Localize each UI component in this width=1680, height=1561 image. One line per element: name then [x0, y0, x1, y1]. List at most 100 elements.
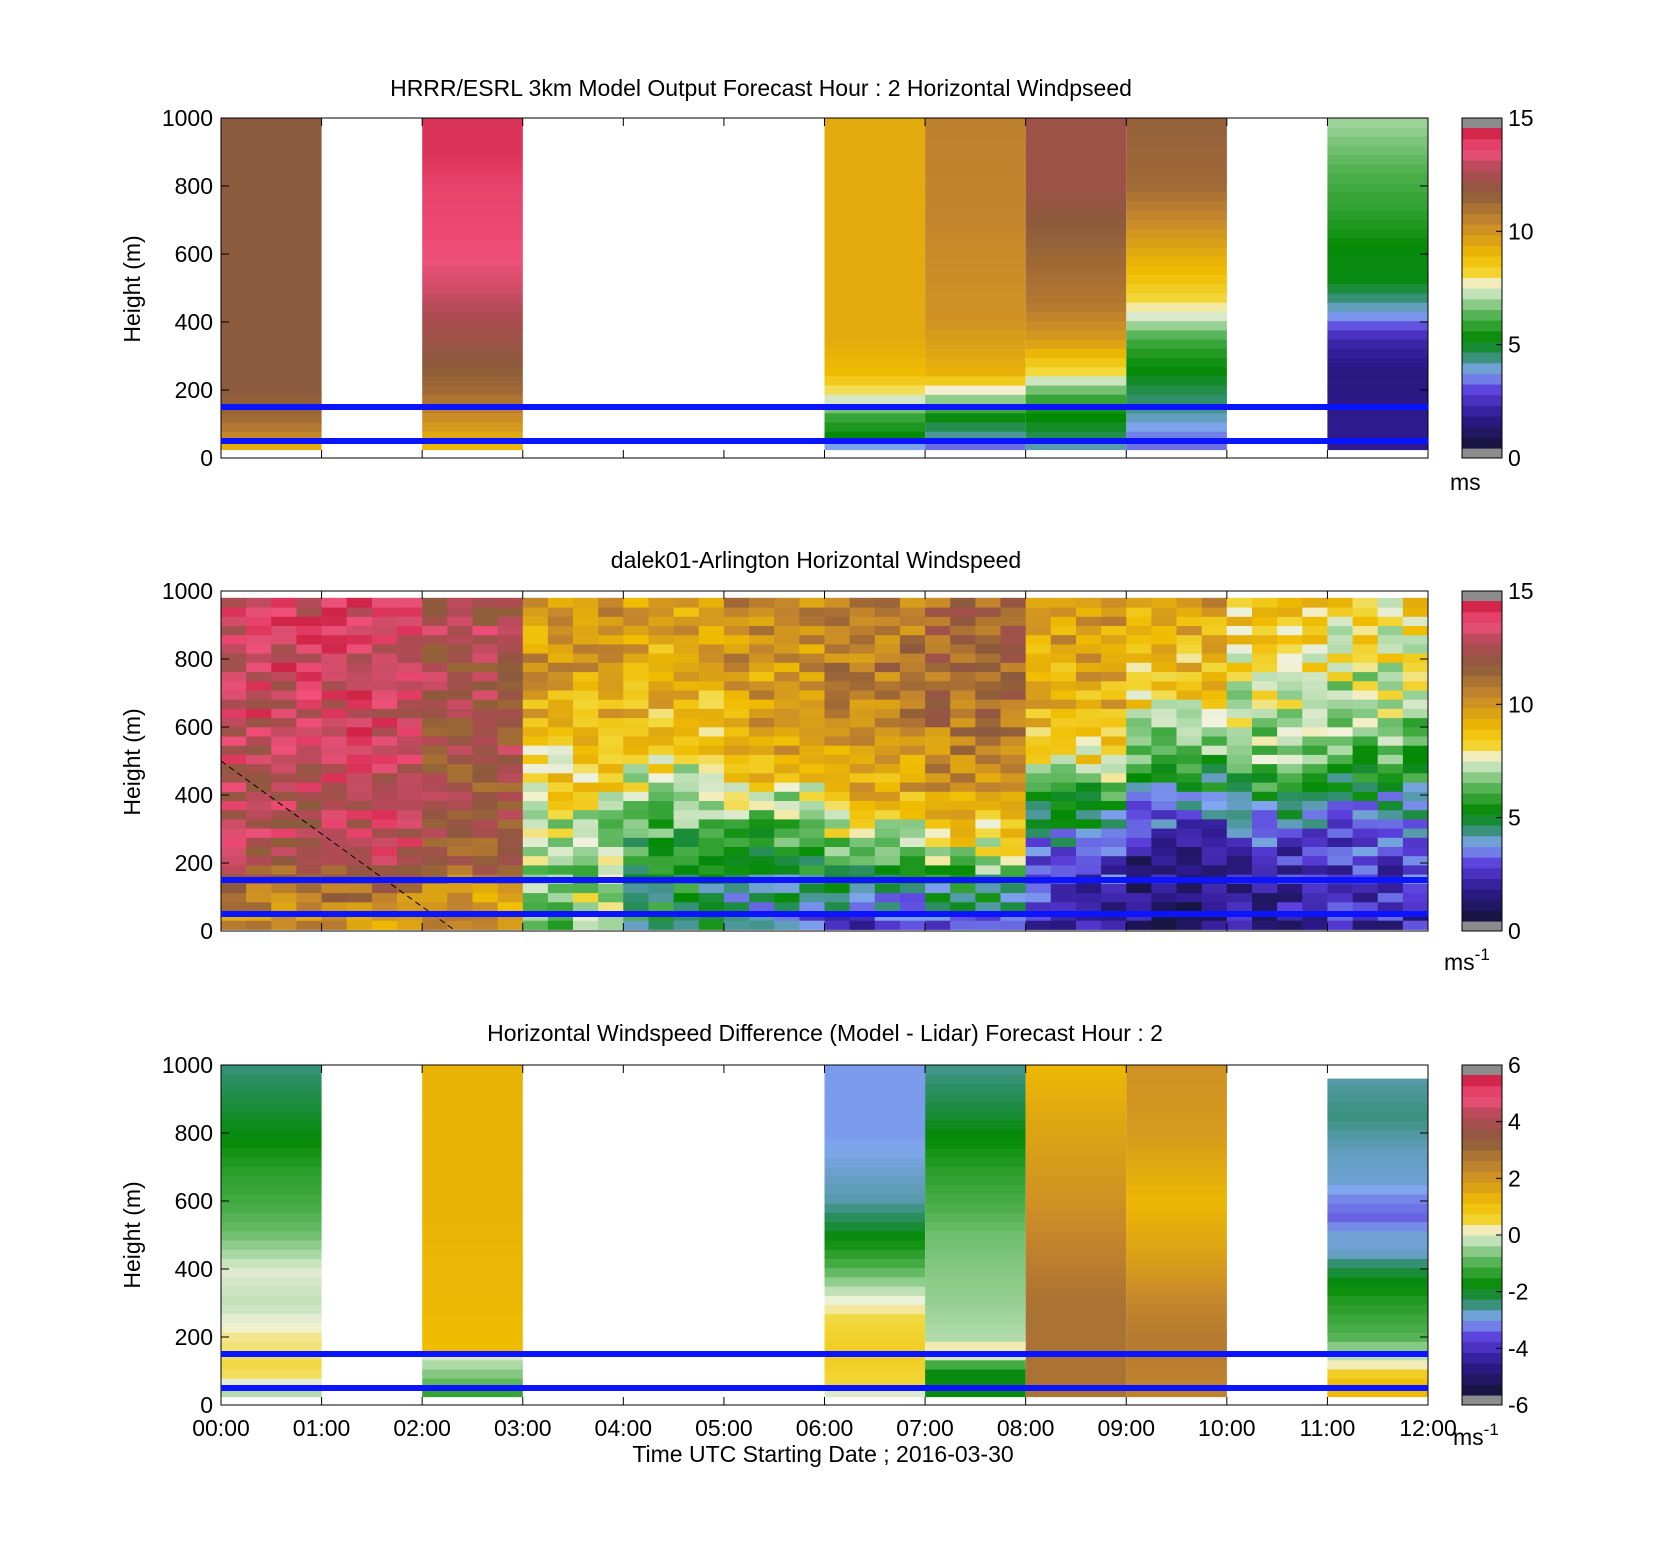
heatmap-cell — [1126, 1276, 1227, 1287]
heatmap-cell — [497, 643, 524, 654]
colorbar-segment — [1462, 697, 1502, 709]
heatmap-cell — [397, 855, 423, 866]
heatmap-cell — [1126, 597, 1152, 608]
heatmap-cell — [1126, 1083, 1227, 1094]
heatmap-cell — [824, 1120, 926, 1131]
heatmap-cell — [1126, 809, 1152, 820]
heatmap-cell — [1076, 828, 1102, 838]
heatmap-cell — [749, 634, 775, 645]
heatmap-cell — [1126, 855, 1152, 866]
heatmap-cell — [1201, 754, 1228, 765]
heatmap-cell — [1277, 855, 1303, 866]
heatmap-cell — [824, 385, 926, 395]
heatmap-cell — [447, 754, 473, 765]
heatmap-cell — [1050, 625, 1077, 636]
heatmap-cell — [623, 763, 649, 774]
heatmap-cell — [447, 662, 473, 673]
heatmap-cell — [673, 782, 700, 792]
heatmap-cell — [1352, 689, 1379, 700]
heatmap-cell — [1327, 809, 1353, 820]
heatmap-cell — [925, 182, 1026, 193]
heatmap-cell — [749, 855, 775, 866]
heatmap-cell — [1050, 735, 1077, 746]
heatmap-cell — [849, 616, 876, 626]
heatmap-cell — [1302, 782, 1328, 792]
heatmap-cell — [522, 607, 549, 617]
heatmap-cell — [849, 901, 876, 912]
colorbar-segment — [1462, 1085, 1502, 1097]
heatmap-cell — [824, 1175, 926, 1186]
heatmap-cell — [1327, 616, 1353, 626]
heatmap-cell — [1327, 634, 1353, 645]
heatmap-cell — [824, 708, 850, 719]
heatmap-cell — [296, 901, 322, 912]
heatmap-cell — [824, 136, 926, 147]
heatmap-cell — [1377, 782, 1404, 792]
heatmap-cell — [1126, 717, 1152, 728]
colorbar-overflow-cap — [1462, 591, 1502, 601]
x-tick-label: 09:00 — [1097, 1415, 1155, 1441]
heatmap-cell — [472, 708, 498, 719]
heatmap-cell — [422, 302, 523, 312]
heatmap-cell — [1352, 671, 1379, 682]
heatmap-cell — [824, 1157, 926, 1167]
heatmap-cell — [1327, 173, 1428, 184]
heatmap-cell — [472, 653, 498, 663]
heatmap-cell — [1025, 1368, 1127, 1379]
heatmap-cell — [925, 412, 1026, 423]
heatmap-cell — [1327, 735, 1353, 746]
colorbar-segment — [1462, 138, 1502, 150]
heatmap-cell — [749, 699, 775, 709]
heatmap-cell — [321, 625, 348, 636]
heatmap-cell — [1000, 809, 1026, 820]
heatmap-cell — [824, 1276, 926, 1287]
heatmap-cell — [1252, 616, 1278, 626]
heatmap-cell — [296, 828, 322, 838]
heatmap-cell — [925, 339, 1026, 349]
heatmap-cell — [1000, 901, 1026, 912]
heatmap-cell — [1327, 1286, 1428, 1296]
heatmap-cell — [1327, 791, 1353, 801]
colorbar-tick-label: 15 — [1508, 105, 1534, 131]
heatmap-cell — [1327, 1387, 1428, 1398]
colorbar-segment — [1462, 288, 1502, 300]
colorbar-tick-label: 10 — [1508, 218, 1534, 244]
heatmap-cell — [1226, 892, 1253, 903]
heatmap-cell — [749, 689, 775, 700]
heatmap-cell — [1025, 348, 1127, 358]
heatmap-cell — [1226, 699, 1253, 709]
heatmap-cell — [296, 763, 322, 774]
heatmap-cell — [1025, 173, 1127, 184]
heatmap-cell — [422, 1184, 523, 1195]
heatmap-cell — [271, 680, 297, 691]
heatmap-cell — [1226, 735, 1253, 746]
heatmap-cell — [598, 892, 624, 903]
heatmap-cell — [799, 818, 825, 829]
colorbar-segment — [1462, 256, 1502, 268]
heatmap-cell — [799, 864, 825, 875]
heatmap-cell — [598, 717, 624, 728]
colorbar-segment — [1462, 1384, 1502, 1396]
heatmap-cell — [422, 1175, 523, 1186]
heatmap-cell — [975, 634, 1001, 645]
heatmap-cell — [1076, 800, 1102, 811]
heatmap-cell — [799, 735, 825, 746]
heatmap-cell — [1126, 265, 1227, 276]
heatmap-cell — [1076, 818, 1102, 829]
colorbar-segment — [1462, 394, 1502, 406]
heatmap-cell — [422, 726, 448, 737]
heatmap-cell — [221, 1341, 322, 1352]
heatmap-cell — [623, 616, 649, 626]
heatmap-cell — [422, 1240, 523, 1250]
heatmap-cell — [422, 809, 448, 820]
heatmap-cell — [1402, 809, 1429, 820]
heatmap-cell — [774, 616, 800, 626]
heatmap-cell — [547, 607, 574, 617]
heatmap-cell — [824, 616, 850, 626]
panel-title: Horizontal Windspeed Difference (Model -… — [487, 1020, 1163, 1046]
heatmap-cell — [221, 726, 247, 737]
colorbar-segment — [1462, 846, 1502, 858]
heatmap-cell — [1402, 708, 1429, 719]
heatmap-cell — [221, 818, 247, 829]
